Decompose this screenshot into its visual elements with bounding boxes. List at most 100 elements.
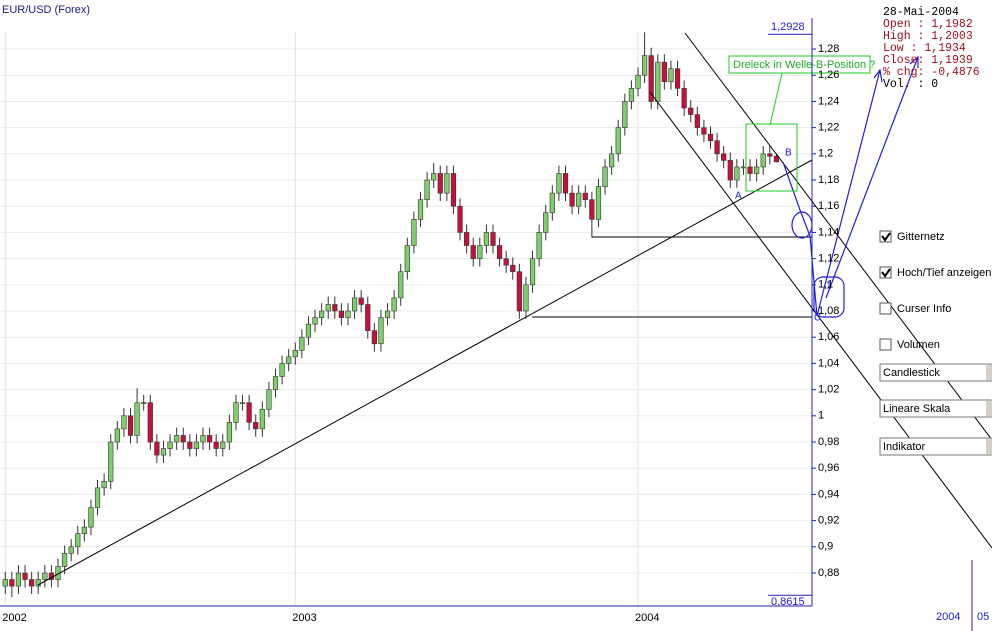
candle-body (615, 127, 621, 155)
candle-body (365, 304, 371, 331)
candle-body (562, 173, 569, 194)
y-tick-label: 1,16 (818, 200, 839, 212)
candle-body (292, 350, 298, 358)
checkbox-check[interactable] (881, 268, 891, 278)
wave-projection (782, 55, 919, 318)
candle-body (233, 402, 239, 423)
x-tick-label: 2004 (635, 612, 659, 624)
dropdown-button[interactable] (986, 401, 992, 416)
checkbox[interactable]: Curser Info (879, 302, 951, 315)
candle-body (384, 310, 391, 318)
candle-body (312, 317, 318, 325)
dropdown[interactable]: Indikator (879, 437, 992, 456)
candle-body (239, 402, 246, 405)
checkbox-box[interactable] (879, 230, 892, 243)
candle-body (417, 199, 424, 220)
checkbox-check[interactable] (881, 232, 891, 242)
candle-body (483, 232, 490, 246)
candle-body (305, 323, 312, 338)
candle-body (226, 422, 232, 443)
dropdown-value[interactable]: Lineare Skala (883, 403, 951, 415)
checkbox-box[interactable] (879, 266, 892, 279)
candle-body (371, 330, 377, 345)
y-tick-label: 1,06 (818, 331, 839, 343)
candle-body (437, 173, 443, 194)
candle-body (206, 435, 213, 443)
checkbox-box[interactable] (879, 338, 892, 351)
y-tick-label: 1,2 (818, 148, 833, 160)
candle-body (22, 572, 28, 580)
triangle-box (745, 123, 798, 192)
candle-body (404, 245, 410, 273)
controls: Gitternetz Hoch/Tief anzeigen Curser Info V… (879, 230, 992, 456)
wave-label: A (735, 191, 742, 202)
candle-body (378, 317, 384, 345)
candle-body (15, 572, 22, 587)
dropdown-button[interactable] (986, 365, 992, 380)
y-tick-label: 1,22 (818, 122, 839, 134)
checkbox[interactable]: Gitternetz (879, 230, 945, 243)
candle-body (549, 192, 555, 214)
dropdown[interactable]: Candlestick (879, 363, 992, 382)
candle-body (187, 441, 193, 449)
candle-body (424, 179, 430, 200)
candle-body (457, 205, 463, 233)
arrow-head (873, 68, 883, 83)
candle-body (694, 114, 700, 128)
info-volume: Vol. : 0 (883, 78, 938, 91)
dropdown[interactable]: Lineare Skala (879, 399, 992, 418)
extreme-label: 0,8615 (771, 596, 805, 608)
checkbox-label[interactable]: Hoch/Tief anzeigen (897, 267, 991, 279)
projection-path (782, 69, 881, 317)
info-line: Open : 1,1982 (883, 18, 973, 31)
checkbox-label[interactable]: Gitternetz (897, 231, 945, 243)
candle-body (714, 140, 720, 155)
checkbox-label[interactable]: Volumen (897, 339, 940, 351)
candle-body (661, 61, 667, 83)
dropdown-value[interactable]: Indikator (883, 441, 926, 453)
candle-body (688, 107, 694, 115)
candle-body (734, 166, 740, 181)
info-line: High : 1,2003 (883, 30, 973, 43)
candle-body (81, 526, 87, 534)
candle-body (319, 310, 325, 318)
y-tick-label: 1,08 (818, 305, 839, 317)
candle-body (589, 199, 595, 220)
checkbox[interactable]: Hoch/Tief anzeigen (879, 266, 991, 279)
candle-body (602, 166, 608, 187)
candle-body (510, 264, 516, 273)
dropdown-value[interactable]: Candlestick (883, 367, 940, 379)
candle-body (325, 304, 331, 312)
candle-body (253, 422, 259, 430)
candle-body (134, 402, 140, 436)
checkbox-box[interactable] (879, 302, 892, 315)
candle-body (121, 415, 127, 430)
candle-body (747, 166, 753, 174)
candle-body (628, 88, 635, 102)
candle-body (246, 402, 252, 423)
candle-body (114, 428, 120, 443)
dropdown-button[interactable] (986, 439, 992, 454)
candle-body (180, 435, 186, 443)
candle-body (477, 245, 483, 259)
candle-body (635, 74, 641, 89)
candle-body (160, 448, 167, 456)
candle-body (279, 363, 285, 377)
candle-body (536, 232, 542, 259)
candle-body (154, 441, 160, 456)
candle-body (35, 579, 41, 587)
candle-body (464, 232, 470, 246)
candle-body (358, 297, 364, 305)
candle-body (556, 173, 562, 194)
checkbox[interactable]: Volumen (879, 338, 940, 351)
candle-body (286, 356, 292, 364)
candle-body (444, 173, 450, 194)
checkbox-label[interactable]: Curser Info (897, 303, 951, 315)
candle-body (411, 219, 417, 246)
candle-body (595, 186, 602, 220)
candle-body (641, 55, 648, 76)
y-tick-label: 1,04 (818, 357, 839, 369)
callout-box (728, 55, 871, 74)
candle-body (272, 376, 279, 390)
